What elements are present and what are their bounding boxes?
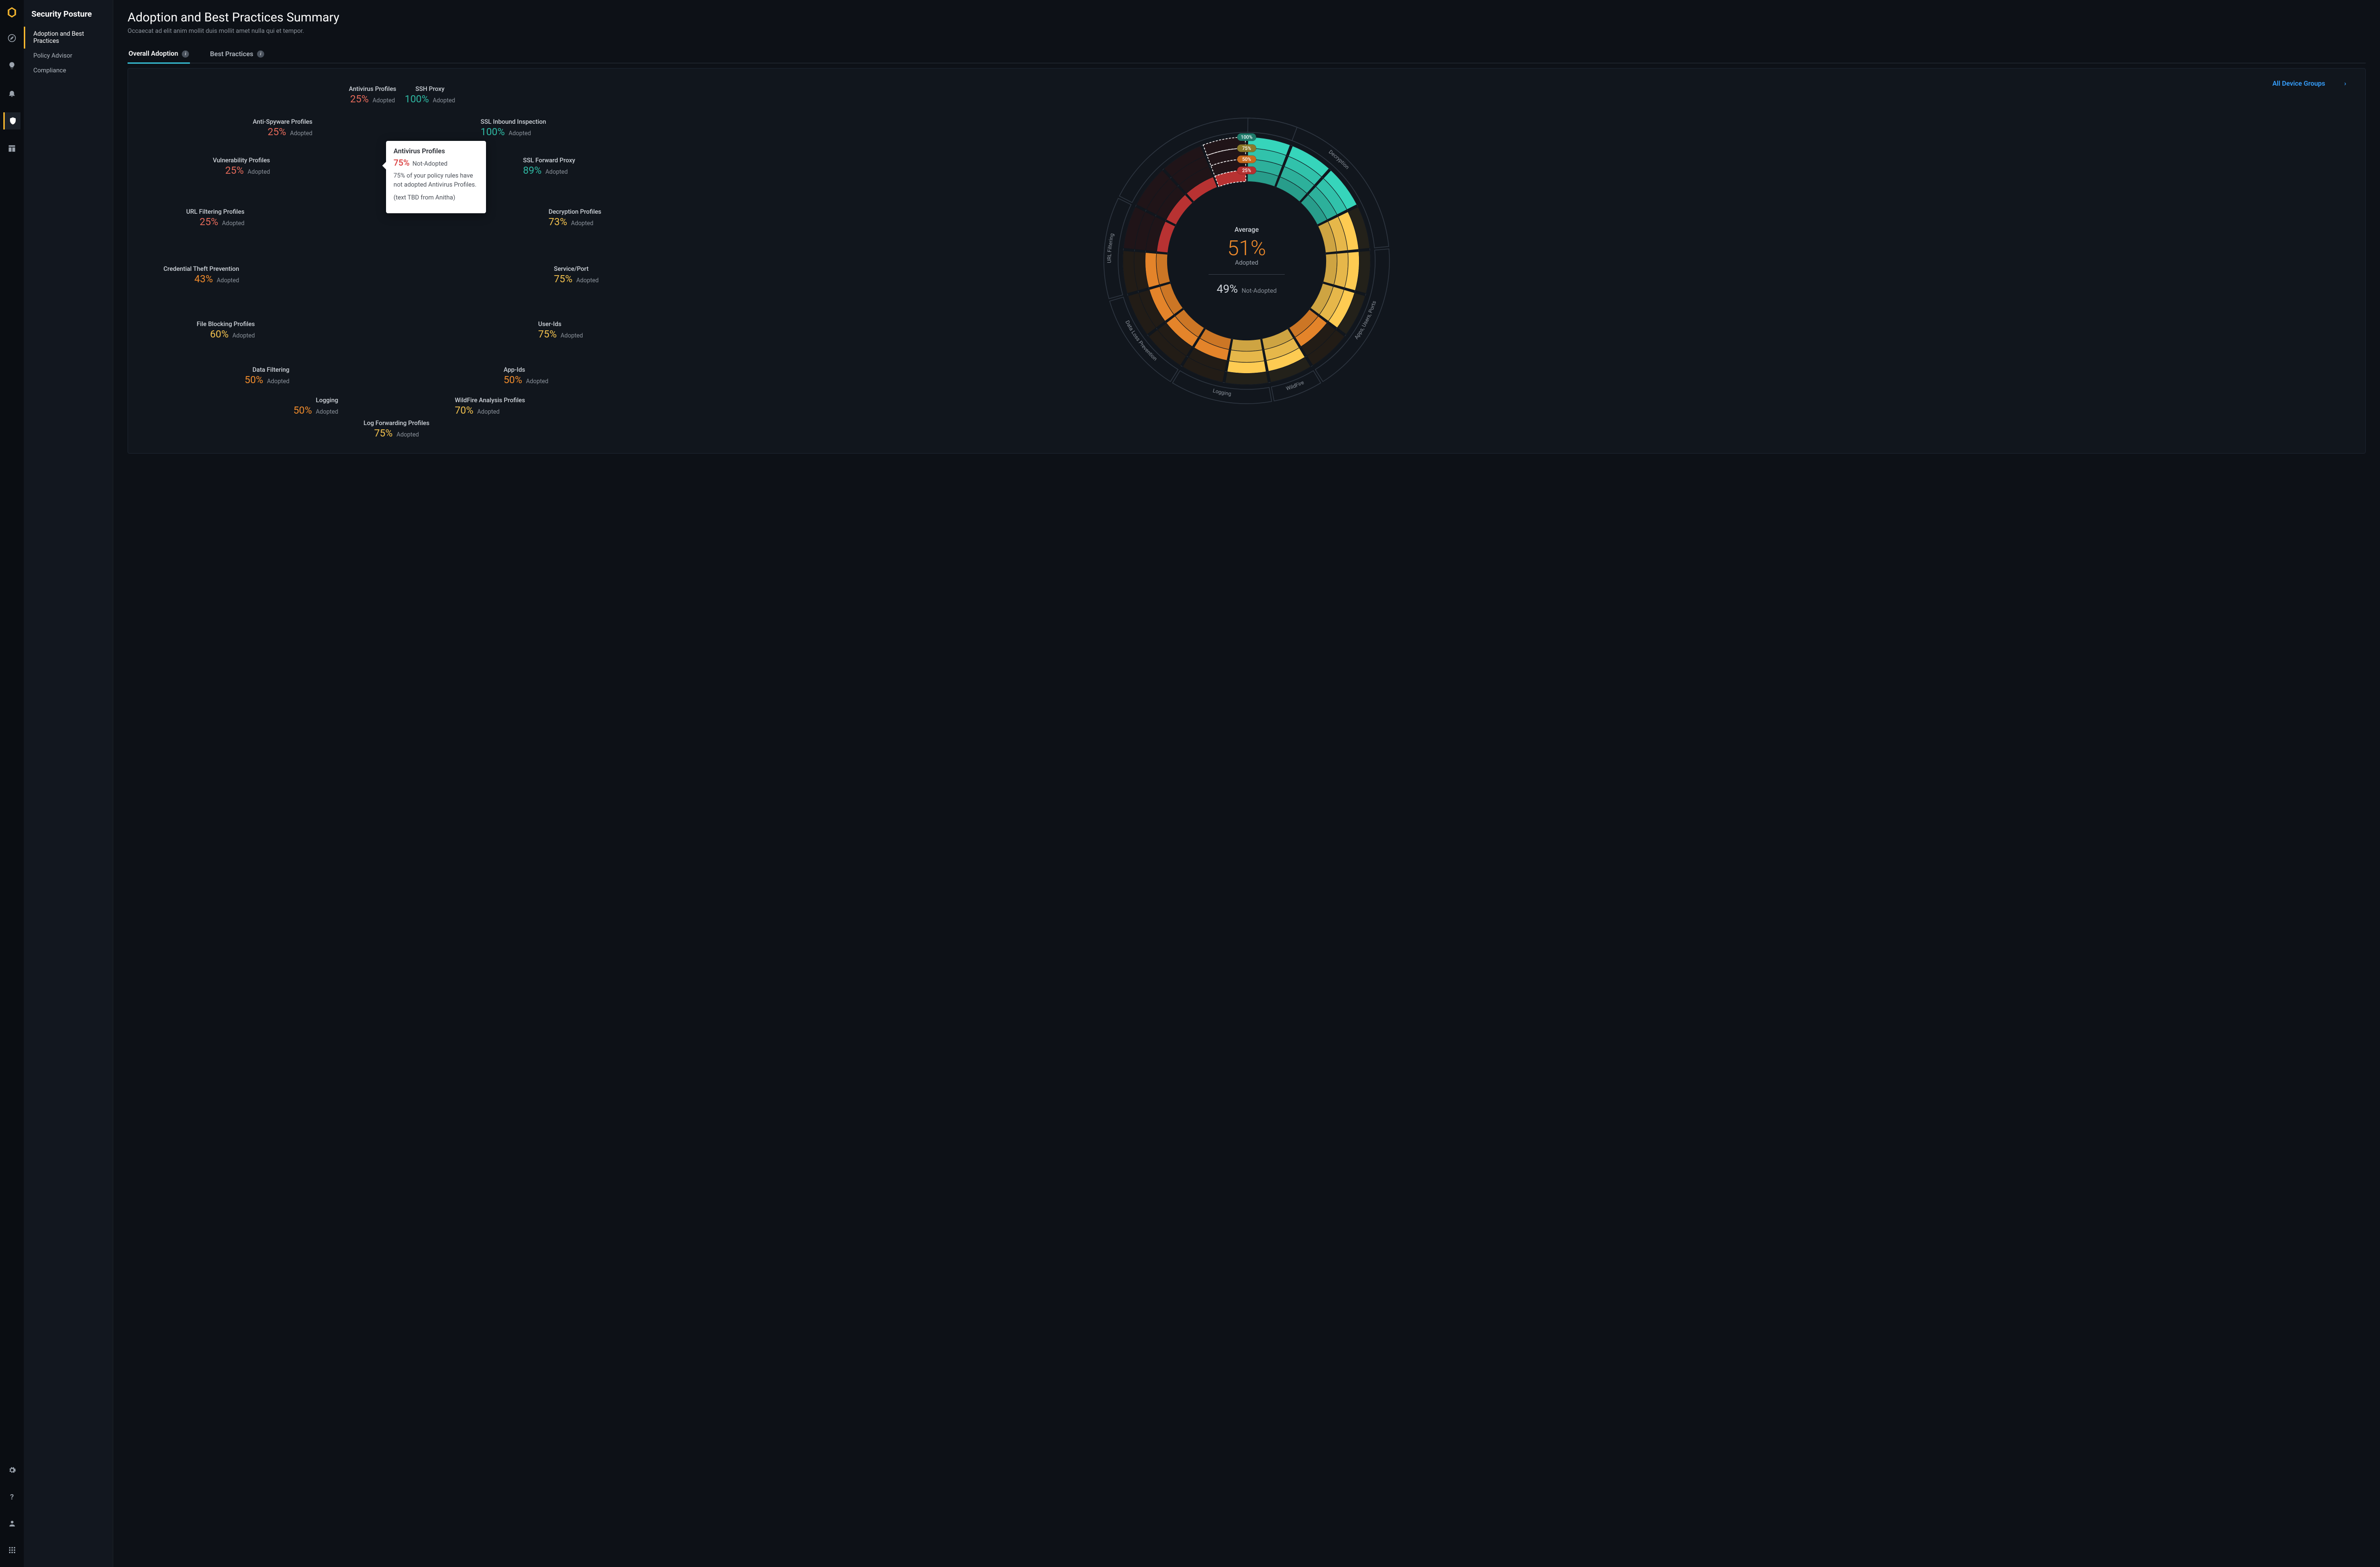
page-title: Adoption and Best Practices Summary bbox=[128, 10, 2366, 25]
side-title: Security Posture bbox=[24, 10, 113, 27]
tooltip-title: Antivirus Profiles bbox=[394, 148, 478, 155]
svg-text:Logging: Logging bbox=[1212, 387, 1232, 397]
info-icon[interactable]: i bbox=[182, 50, 189, 58]
metric-label-7: WildFire Analysis Profiles70%Adopted bbox=[455, 397, 550, 417]
chart-panel: All Device Groups › DecryptionApps, User… bbox=[128, 68, 2366, 454]
tooltip-body2: (text TBD from Anitha) bbox=[394, 194, 478, 203]
gear-icon[interactable] bbox=[3, 1461, 20, 1478]
page-subtitle: Occaecat ad elit anim mollit duis mollit… bbox=[128, 28, 2366, 35]
tooltip-pct: 75% bbox=[394, 158, 410, 168]
not-adopted-label: Not-Adopted bbox=[1242, 288, 1277, 295]
dashboard-icon[interactable] bbox=[3, 140, 20, 157]
compass-icon[interactable] bbox=[3, 30, 20, 47]
metric-label-13: URL Filtering Profiles25%Adopted bbox=[149, 208, 245, 228]
metric-label-14: Vulnerability Profiles25%Adopted bbox=[175, 157, 270, 177]
metric-label-3: Decryption Profiles73%Adopted bbox=[548, 208, 644, 228]
svg-text:25%: 25% bbox=[1242, 169, 1251, 174]
sidebar-item-2[interactable]: Compliance bbox=[24, 63, 113, 78]
tooltip-status: Not-Adopted bbox=[413, 160, 448, 168]
sidebar-item-0[interactable]: Adoption and Best Practices bbox=[24, 27, 113, 49]
svg-text:100%: 100% bbox=[1241, 135, 1252, 140]
grid-icon[interactable] bbox=[3, 1541, 20, 1558]
avg-label: Average bbox=[1194, 226, 1299, 234]
tab-0[interactable]: Overall Adoptioni bbox=[128, 45, 190, 64]
info-icon[interactable]: i bbox=[257, 50, 264, 58]
svg-text:75%: 75% bbox=[1242, 146, 1251, 151]
not-adopted-pct: 49% bbox=[1217, 282, 1238, 296]
metric-label-8: Log Forwarding Profiles75%Adopted bbox=[349, 420, 444, 439]
metric-label-11: File Blocking Profiles60%Adopted bbox=[159, 321, 255, 340]
avg-pct: 51% bbox=[1194, 236, 1299, 260]
metric-label-1: SSL Inbound Inspection100%Adopted bbox=[481, 119, 576, 138]
help-icon[interactable]: ? bbox=[3, 1488, 20, 1505]
metric-label-5: User-Ids75%Adopted bbox=[538, 321, 634, 340]
metric-label-6: App-Ids50%Adopted bbox=[504, 367, 599, 386]
metric-label-9: Logging50%Adopted bbox=[243, 397, 338, 417]
logo-icon bbox=[5, 6, 19, 19]
avg-sub: Adopted bbox=[1194, 259, 1299, 267]
tooltip: Antivirus Profiles 75% Not-Adopted 75% o… bbox=[386, 141, 486, 213]
metric-label-4: Service/Port75%Adopted bbox=[554, 266, 649, 285]
metric-label-2: SSL Forward Proxy89%Adopted bbox=[523, 157, 618, 177]
sidebar-item-1[interactable]: Policy Advisor bbox=[24, 49, 113, 63]
chart-center: Average 51% Adopted 49% Not-Adopted bbox=[1194, 226, 1299, 296]
svg-text:WildFire: WildFire bbox=[1285, 379, 1305, 392]
main-content: Adoption and Best Practices Summary Occa… bbox=[113, 0, 2380, 1567]
side-panel: Security Posture Adoption and Best Pract… bbox=[24, 0, 113, 1567]
tabs: Overall Adoptioni Best Practicesi bbox=[128, 45, 2366, 63]
bell-icon[interactable] bbox=[3, 85, 20, 102]
metric-label-16: Antivirus Profiles25%Adopted bbox=[325, 86, 420, 105]
tooltip-body1: 75% of your policy rules have not adopte… bbox=[394, 172, 478, 190]
metric-label-12: Credential Theft Prevention43%Adopted bbox=[144, 266, 239, 285]
icon-rail: ? bbox=[0, 0, 24, 1567]
tab-1[interactable]: Best Practicesi bbox=[209, 45, 265, 63]
user-icon[interactable] bbox=[3, 1515, 20, 1532]
svg-text:50%: 50% bbox=[1242, 157, 1251, 162]
metric-label-15: Anti-Spyware Profiles25%Adopted bbox=[217, 119, 312, 138]
svg-text:URL Filtering: URL Filtering bbox=[1106, 233, 1115, 263]
bulb-icon[interactable] bbox=[3, 57, 20, 74]
shield-icon[interactable] bbox=[3, 112, 20, 129]
metric-label-10: Data Filtering50%Adopted bbox=[194, 367, 289, 386]
